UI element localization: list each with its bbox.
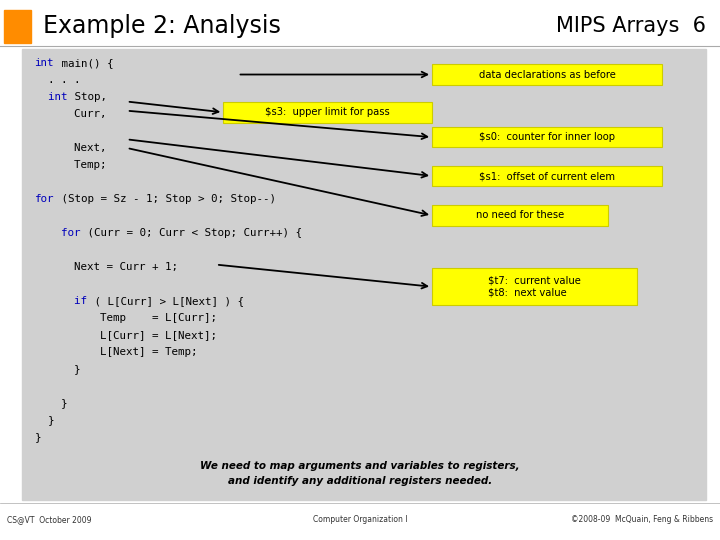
Bar (223, 102, 432, 123)
Text: $s1:  offset of current elem: $s1: offset of current elem (480, 171, 615, 181)
Text: }: } (35, 364, 80, 374)
Bar (432, 166, 662, 186)
Text: Computer Organization I: Computer Organization I (312, 515, 408, 524)
Text: . . .: . . . (35, 75, 80, 85)
Text: }: } (35, 432, 41, 442)
Text: data declarations as before: data declarations as before (479, 70, 616, 79)
Bar (4, 10, 31, 43)
Text: CS@VT  October 2009: CS@VT October 2009 (7, 515, 91, 524)
Text: for: for (35, 194, 54, 204)
Text: }: } (35, 398, 67, 408)
Bar (432, 205, 608, 226)
Text: main() {: main() { (55, 58, 113, 68)
Text: ( L[Curr] > L[Next] ) {: ( L[Curr] > L[Next] ) { (88, 296, 244, 306)
Bar (22, 49, 706, 500)
Text: }: } (35, 415, 54, 425)
Text: Temp;: Temp; (35, 160, 106, 170)
Text: MIPS Arrays  6: MIPS Arrays 6 (556, 16, 706, 36)
Text: We need to map arguments and variables to registers,: We need to map arguments and variables t… (200, 461, 520, 471)
Bar (432, 268, 637, 305)
Text: int: int (35, 92, 67, 102)
Text: (Curr = 0; Curr < Stop; Curr++) {: (Curr = 0; Curr < Stop; Curr++) { (81, 228, 302, 238)
Text: Next = Curr + 1;: Next = Curr + 1; (35, 262, 178, 272)
Text: Next,: Next, (35, 143, 106, 153)
Text: ©2008-09  McQuain, Feng & Ribbens: ©2008-09 McQuain, Feng & Ribbens (571, 515, 713, 524)
Text: int: int (35, 58, 54, 68)
Text: (Stop = Sz - 1; Stop > 0; Stop--): (Stop = Sz - 1; Stop > 0; Stop--) (55, 194, 276, 204)
Text: L[Curr] = L[Next];: L[Curr] = L[Next]; (35, 330, 217, 340)
Text: L[Next] = Temp;: L[Next] = Temp; (35, 347, 197, 357)
Text: Curr,: Curr, (35, 109, 106, 119)
Text: for: for (35, 228, 80, 238)
Text: $s3:  upper limit for pass: $s3: upper limit for pass (265, 107, 390, 117)
Text: no need for these: no need for these (476, 211, 564, 220)
Bar (432, 64, 662, 85)
Text: $t7:  current value
$t8:  next value: $t7: current value $t8: next value (488, 276, 581, 298)
Bar (432, 127, 662, 147)
Text: $s0:  counter for inner loop: $s0: counter for inner loop (480, 132, 615, 142)
Text: Stop,: Stop, (68, 92, 107, 102)
Text: Example 2: Analysis: Example 2: Analysis (43, 14, 281, 38)
Text: Temp    = L[Curr];: Temp = L[Curr]; (35, 313, 217, 323)
Text: and identify any additional registers needed.: and identify any additional registers ne… (228, 476, 492, 487)
Text: if: if (35, 296, 86, 306)
